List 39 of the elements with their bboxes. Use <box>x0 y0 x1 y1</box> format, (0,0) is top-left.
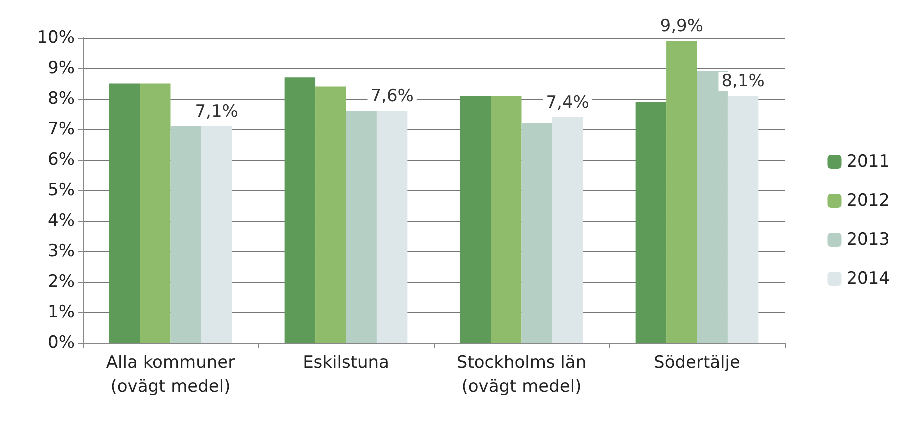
y-tick-label: 8% <box>48 89 75 109</box>
data-label: 7,4% <box>546 92 590 113</box>
x-tick-label: Stockholms län (ovägt medel) <box>456 353 587 397</box>
bar <box>636 102 667 343</box>
bar <box>316 86 346 343</box>
y-tick-label: 1% <box>48 302 75 322</box>
data-label: 9,9% <box>660 16 704 37</box>
legend-label: 2011 <box>846 152 890 172</box>
data-label: 8,1% <box>722 71 765 92</box>
y-tick-label: 4% <box>48 211 75 231</box>
y-tick-label: 2% <box>48 272 75 292</box>
legend-label: 2014 <box>846 269 890 289</box>
data-label: 7,1% <box>195 102 238 122</box>
bar <box>552 117 584 343</box>
y-tick-label: 3% <box>48 242 75 262</box>
y-tick-label: 6% <box>48 150 75 170</box>
bar <box>346 111 377 343</box>
bar <box>460 96 492 343</box>
bar <box>284 78 316 343</box>
data-label: 7,6% <box>370 86 414 107</box>
y-tick-label: 10% <box>37 28 75 48</box>
bar <box>201 126 232 343</box>
bar <box>109 84 140 343</box>
bar <box>491 96 522 343</box>
x-tick-label: Eskilstuna <box>303 353 390 373</box>
y-tick-label: 0% <box>48 333 75 353</box>
bar <box>170 126 202 343</box>
bar <box>728 96 759 343</box>
legend-label: 2013 <box>846 230 890 250</box>
bar <box>666 41 698 343</box>
x-tick-label: Alla kommuner (ovägt medel) <box>106 353 236 397</box>
x-tick-label: Södertälje <box>654 353 740 373</box>
y-tick-label: 5% <box>48 180 75 200</box>
legend-label: 2012 <box>846 191 890 211</box>
y-tick-label: 7% <box>48 120 75 140</box>
y-tick-label: 9% <box>48 58 75 78</box>
bar <box>140 84 171 343</box>
bar <box>522 123 552 343</box>
bar <box>376 111 408 343</box>
